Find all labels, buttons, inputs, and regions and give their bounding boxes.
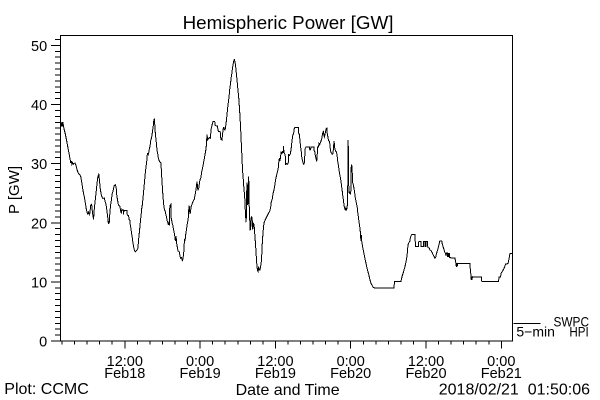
svg-text:Feb18: Feb18 [104,366,145,382]
svg-text:40: 40 [31,98,47,114]
svg-text:Feb20: Feb20 [405,366,446,382]
svg-text:0:00: 0:00 [186,354,214,370]
svg-text:HPI: HPI [569,324,588,340]
svg-text:SWPC: SWPC [554,314,590,330]
svg-text:12:00: 12:00 [257,354,293,370]
svg-text:Date and Time: Date and Time [236,382,340,399]
svg-text:Feb19: Feb19 [180,366,221,382]
svg-text:Feb21: Feb21 [481,366,522,382]
svg-text:12:00: 12:00 [408,354,444,370]
svg-text:5−min: 5−min [516,324,555,340]
svg-text:10: 10 [31,275,47,291]
svg-text:P [GW]: P [GW] [6,166,23,214]
svg-text:2018/02/21 01:50:06: 2018/02/21 01:50:06 [439,382,590,399]
svg-text:0:00: 0:00 [337,354,365,370]
svg-text:30: 30 [31,157,47,173]
svg-text:Hemispheric Power [GW]: Hemispheric Power [GW] [183,12,394,33]
svg-text:0: 0 [39,335,47,351]
svg-text:20: 20 [31,216,47,232]
svg-text:50: 50 [31,39,47,55]
svg-text:Plot: CCMC: Plot: CCMC [4,381,88,398]
svg-text:12:00: 12:00 [107,354,143,370]
svg-text:0:00: 0:00 [487,354,515,370]
svg-text:Feb20: Feb20 [330,366,371,382]
svg-text:Feb19: Feb19 [255,366,296,382]
